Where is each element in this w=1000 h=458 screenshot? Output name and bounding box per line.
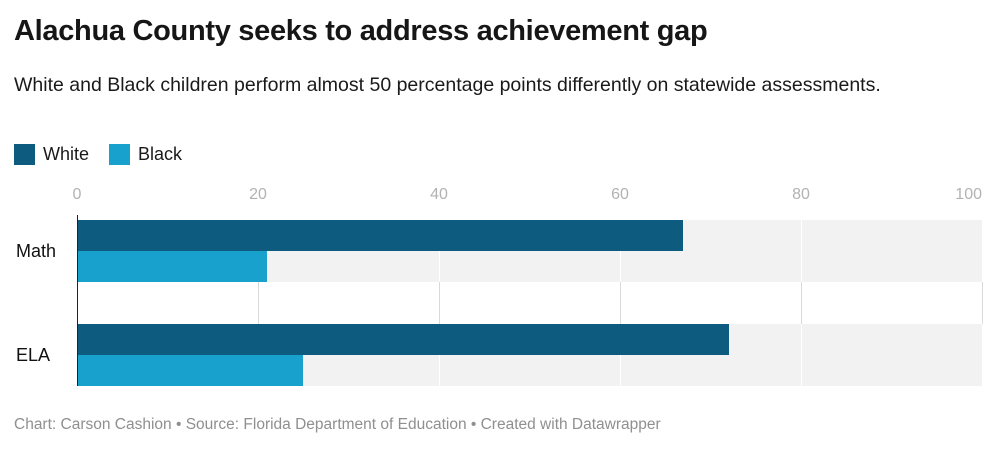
y-axis-line: [77, 215, 78, 386]
legend: White Black: [14, 144, 182, 165]
bar-ela-white: [77, 324, 729, 355]
x-axis-tick-80: 80: [792, 186, 810, 203]
group-gridline: [620, 220, 621, 282]
gridline-80: [801, 220, 802, 386]
legend-label-white: White: [43, 144, 90, 164]
legend-swatch-black-icon: [109, 144, 131, 165]
group-gridline: [982, 220, 983, 282]
gridline-40: [439, 220, 440, 386]
group-gridline: [439, 324, 440, 386]
group-gridline: [982, 324, 983, 386]
x-axis: 0 20 40 60 80 100: [73, 186, 982, 206]
x-axis-tick-60: 60: [611, 186, 629, 203]
group-gridline: [801, 324, 802, 386]
group-gridline: [439, 220, 440, 282]
chart-subtitle: White and Black children perform almost …: [14, 74, 881, 96]
bar-group-math: [77, 220, 983, 282]
chart-title: Alachua County seeks to address achievem…: [14, 15, 708, 47]
gridline-60: [620, 220, 621, 386]
chart-footer-credits: Chart: Carson Cashion • Source: Florida …: [14, 416, 661, 433]
legend-item-white: White: [14, 144, 89, 165]
gridline-100: [982, 220, 983, 386]
plot-area: [77, 215, 983, 386]
x-axis-tick-20: 20: [249, 186, 267, 203]
x-axis-tick-100: 100: [955, 186, 982, 203]
gridline-20: [258, 220, 259, 386]
x-axis-tick-0: 0: [72, 186, 82, 203]
bar-group-ela: [77, 324, 983, 386]
bar-math-white: [77, 220, 684, 251]
group-gridline: [620, 324, 621, 386]
category-label-ela: ELA: [16, 345, 51, 365]
bar-ela-black: [77, 355, 304, 386]
bar-math-black: [77, 251, 268, 282]
category-label-math: Math: [16, 241, 57, 261]
group-gridline: [801, 220, 802, 282]
legend-item-black: Black: [109, 144, 182, 165]
legend-label-black: Black: [138, 144, 183, 164]
x-axis-tick-40: 40: [430, 186, 448, 203]
legend-swatch-white-icon: [14, 144, 35, 165]
